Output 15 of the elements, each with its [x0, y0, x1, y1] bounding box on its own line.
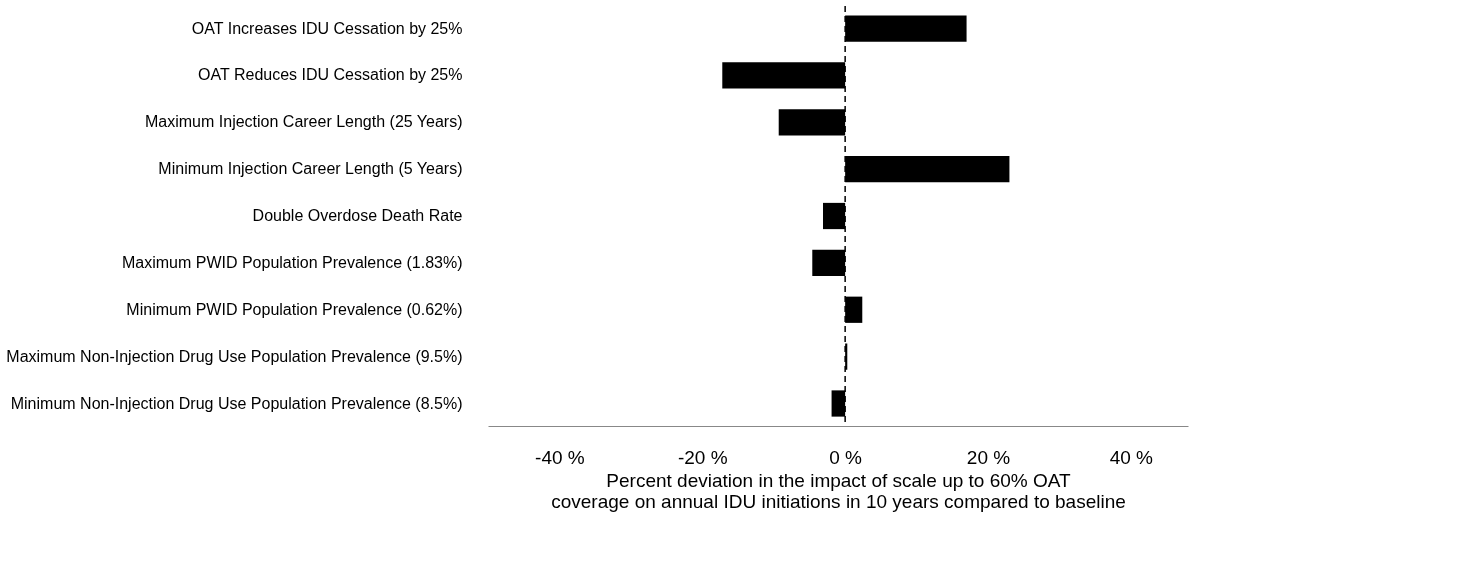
x-tick-label: 0 % — [829, 446, 863, 468]
x-tick-label: -40 % — [535, 446, 585, 468]
x-axis-title: Percent deviation in the impact of scale up to 60% OAT coverage on annual IDU initiations in 10 years compared to baseline — [551, 469, 1126, 512]
y-tick-label: Double Overdose Death Rate — [252, 207, 463, 224]
x-tick-label: 20 % — [966, 446, 1011, 468]
y-tick-label: Maximum PWID Population Prevalence (1.83%) — [121, 253, 463, 271]
y-tick-label: Minimum Non-Injection Drug Use Population Prevalence (8.5%) — [10, 394, 463, 412]
y-tick-label: Maximum Injection Career Length (25 Years) — [145, 113, 463, 131]
y-tick-label: Minimum PWID Population Prevalence (0.62%) — [126, 300, 463, 318]
y-tick-label: OAT Reduces IDU Cessation by 25% — [198, 66, 463, 84]
y-tick-label: Maximum Non-Injection Drug Use Population Prevalence (9.5%) — [6, 347, 463, 365]
y-tick-label: Minimum Injection Career Length (5 Years) — [158, 160, 463, 178]
x-tick-label: -20 % — [677, 446, 728, 468]
y-tick-label: OAT Increases IDU Cessation by 25% — [191, 19, 463, 37]
x-tick-label: 40 % — [1109, 446, 1154, 468]
